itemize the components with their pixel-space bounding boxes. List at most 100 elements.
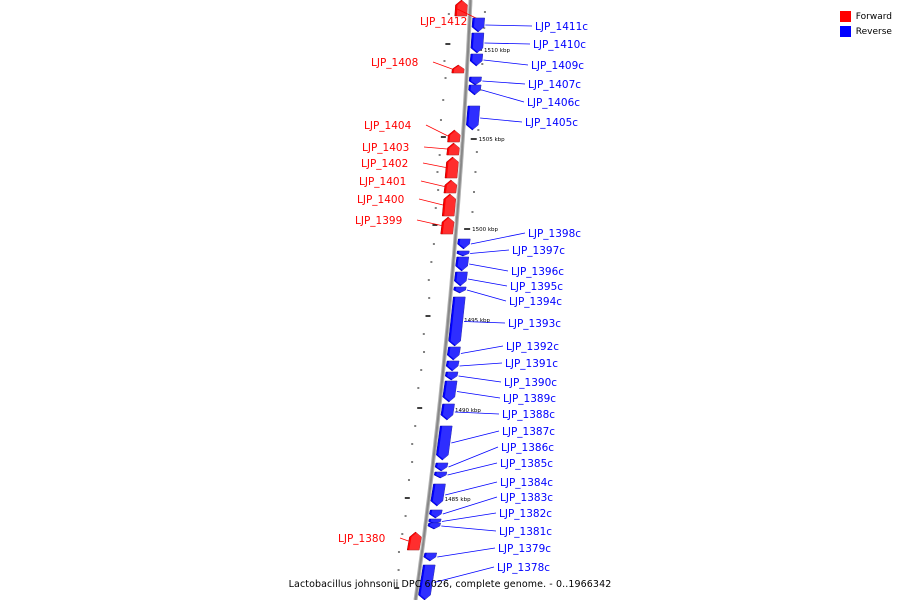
kbp-label: 1510 kbp (484, 48, 510, 54)
gene-connector (483, 59, 529, 66)
gene-connector (469, 263, 509, 272)
gene-highlight (472, 33, 486, 53)
gene-highlight (472, 54, 485, 66)
gene-connector (454, 411, 500, 415)
gene-ljp-1394c[interactable]: LJP_1394c (453, 286, 563, 308)
gene-ljp-1411c[interactable]: LJP_1411c (471, 17, 588, 33)
gene-ljp-1386c[interactable]: LJP_1386c (434, 442, 554, 472)
gene-connector (481, 89, 525, 103)
gene-label: LJP_1412 (420, 16, 467, 28)
gene-ljp-1381c[interactable]: LJP_1381c (427, 522, 552, 538)
gene-label: LJP_1399 (355, 215, 402, 227)
gene-label: LJP_1390c (504, 377, 557, 389)
kbp-label: 1495 kbp (464, 318, 490, 324)
gene-ljp-1408[interactable]: LJP_1408 (371, 57, 467, 74)
gene-connector (451, 430, 500, 444)
gene-highlight (432, 484, 448, 506)
gene-ljp-1405c[interactable]: LJP_1405c (466, 105, 578, 131)
gene-ljp-1390c[interactable]: LJP_1390c (444, 371, 557, 389)
gene-ljp-1392c[interactable]: LJP_1392c (446, 341, 559, 361)
reverse-gene-arrow (453, 286, 467, 294)
gene-highlight (445, 180, 459, 193)
gene-ljp-1409c[interactable]: LJP_1409c (469, 53, 584, 72)
gene-highlight (438, 426, 455, 460)
gene-highlight (444, 381, 460, 402)
gene-ljp-1404[interactable]: LJP_1404 (364, 120, 463, 143)
gene-ljp-1399[interactable]: LJP_1399 (355, 215, 457, 235)
gene-label: LJP_1383c (500, 492, 553, 504)
gene-highlight (456, 0, 470, 16)
gene-ljp-1398c[interactable]: LJP_1398c (457, 228, 582, 250)
gene-ljp-1388c[interactable]: LJP_1388c (440, 403, 555, 421)
gene-ljp-1410c[interactable]: LJP_1410c (470, 32, 586, 54)
gene-connector (425, 124, 449, 137)
gene-ljp-1406c[interactable]: LJP_1406c (468, 84, 581, 109)
reverse-gene-arrow (448, 296, 466, 347)
gene-connector (466, 289, 507, 302)
gene-connector (458, 375, 502, 383)
forward-gene-arrow (440, 216, 455, 235)
gene-highlight (449, 130, 463, 142)
gene-ljp-1384c[interactable]: LJP_1384c (430, 477, 553, 507)
gene-highlight (470, 85, 484, 95)
gene-label: LJP_1403 (362, 142, 409, 154)
gene-ljp-1412[interactable]: LJP_1412 (420, 0, 483, 28)
gene-ljp-1389c[interactable]: LJP_1389c (442, 380, 556, 405)
gene-label: LJP_1387c (502, 426, 555, 438)
forward-gene-arrow (446, 142, 460, 156)
gene-label: LJP_1396c (511, 266, 564, 278)
gene-highlight (448, 143, 462, 155)
gene-label: LJP_1388c (502, 409, 555, 421)
gene-label: LJP_1389c (503, 393, 556, 405)
gene-ljp-1403[interactable]: LJP_1403 (362, 142, 462, 156)
gene-label: LJP_1394c (509, 296, 562, 308)
legend: Forward Reverse (839, 9, 892, 39)
gene-connector (467, 278, 508, 287)
gene-label: LJP_1411c (535, 21, 588, 33)
gene-label: LJP_1395c (510, 281, 563, 293)
reverse-gene-arrow (456, 250, 470, 257)
reverse-gene-arrow (433, 471, 448, 479)
gene-ljp-1397c[interactable]: LJP_1397c (456, 245, 565, 257)
gene-ljp-1378c[interactable]: LJP_1378c (418, 562, 551, 600)
gene-highlight (474, 18, 487, 32)
gene-connector (470, 249, 510, 254)
gene-ljp-1401[interactable]: LJP_1401 (359, 176, 459, 194)
gene-connector (441, 512, 497, 522)
reverse-gene-arrow (468, 76, 482, 86)
reverse-gene-arrow (457, 238, 471, 250)
gene-connector (416, 219, 442, 226)
gene-ljp-1385c[interactable]: LJP_1385c (433, 458, 553, 479)
gene-ljp-1391c[interactable]: LJP_1391c (445, 358, 558, 372)
gene-connector (433, 566, 495, 583)
gene-ljp-1387c[interactable]: LJP_1387c (436, 425, 555, 461)
gene-connector (485, 24, 533, 27)
gene-connector (422, 162, 446, 168)
gene-highlight (459, 239, 473, 249)
gene-connector (459, 362, 503, 367)
gene-ljp-1407c[interactable]: LJP_1407c (468, 76, 581, 91)
gene-connector (470, 232, 526, 245)
gene-highlight (471, 77, 484, 85)
gene-ljp-1393c[interactable]: LJP_1393c (448, 296, 562, 347)
gene-ljp-1402[interactable]: LJP_1402 (361, 156, 461, 179)
reverse-gene-arrow (430, 483, 446, 507)
reverse-gene-arrow (469, 53, 484, 67)
gene-ljp-1400[interactable]: LJP_1400 (357, 193, 458, 217)
gene-ljp-1396c[interactable]: LJP_1396c (455, 256, 565, 278)
gene-ljp-1382c[interactable]: LJP_1382c (428, 508, 553, 525)
gene-ljp-1380[interactable]: LJP_1380 (338, 531, 424, 551)
gene-ljp-1379c[interactable]: LJP_1379c (423, 543, 551, 562)
gene-label: LJP_1381c (499, 526, 552, 538)
gene-label: LJP_1400 (357, 194, 404, 206)
reverse-gene-arrow (429, 509, 443, 519)
legend-label-forward: Forward (855, 11, 892, 22)
gene-highlight (420, 565, 438, 600)
gene-ljp-1383c[interactable]: LJP_1383c (429, 492, 553, 519)
reverse-gene-arrow (471, 17, 485, 33)
gene-highlight (409, 532, 424, 550)
gene-ljp-1395c[interactable]: LJP_1395c (454, 271, 563, 293)
reverse-gene-arrow (423, 552, 438, 562)
gene-highlight (453, 65, 467, 73)
gene-connector (448, 446, 499, 468)
